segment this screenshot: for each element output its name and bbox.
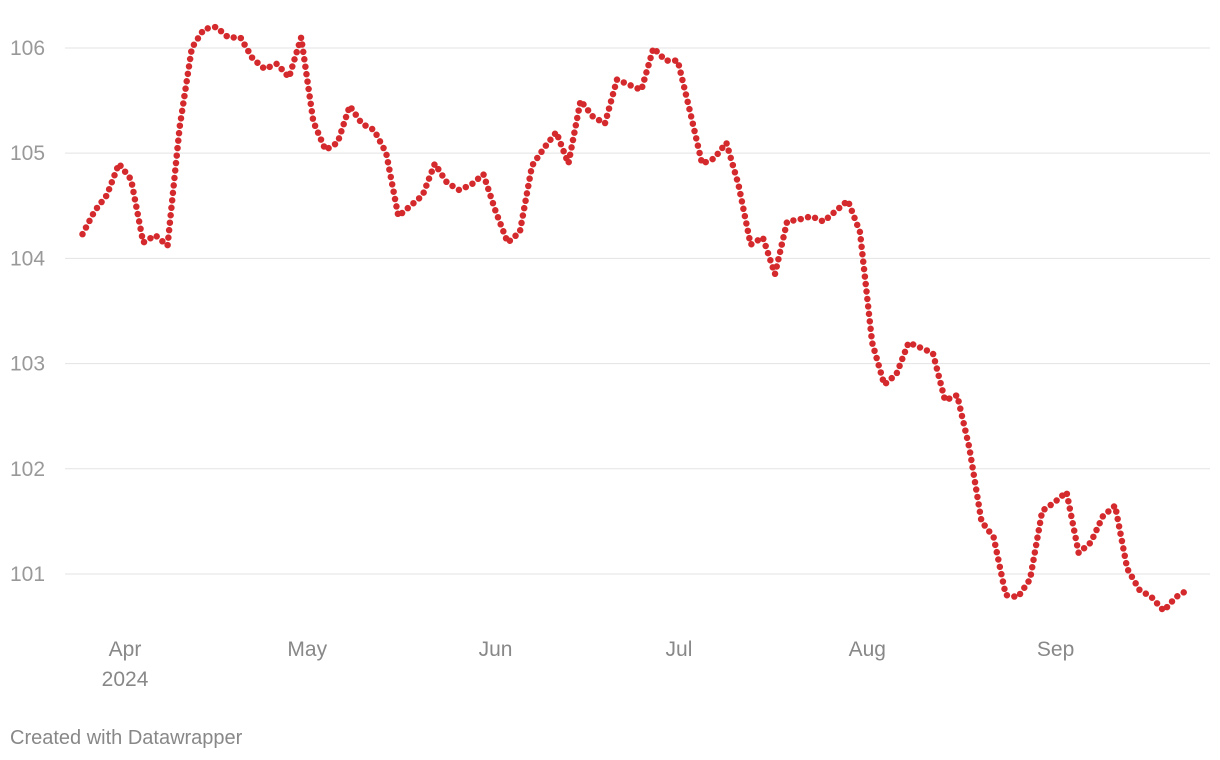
- y-tick-label: 103: [10, 353, 45, 376]
- marks: [79, 23, 1192, 615]
- y-tick-label: 104: [10, 247, 45, 270]
- footer: Created with Datawrapper: [10, 727, 243, 749]
- data-line: [79, 23, 1192, 615]
- x-tick-label: Aug: [849, 638, 886, 661]
- y-tick-label: 105: [10, 142, 45, 165]
- x-tick-label: Apr: [109, 638, 142, 661]
- y-tick-label: 102: [10, 458, 45, 481]
- grid: [65, 47, 1210, 575]
- labels: 101 102 103 104 105 106 Apr 2024 May Jun Jul Aug Sep: [10, 37, 1074, 691]
- y-tick-label: 101: [10, 563, 45, 586]
- x-tick-label: Sep: [1037, 638, 1074, 661]
- x-tick-label: Jul: [666, 638, 693, 661]
- y-tick-label: 106: [10, 37, 45, 60]
- x-tick-label: Jun: [479, 638, 513, 661]
- x-tick-label: May: [287, 638, 327, 661]
- x-year-label: 2024: [102, 668, 149, 691]
